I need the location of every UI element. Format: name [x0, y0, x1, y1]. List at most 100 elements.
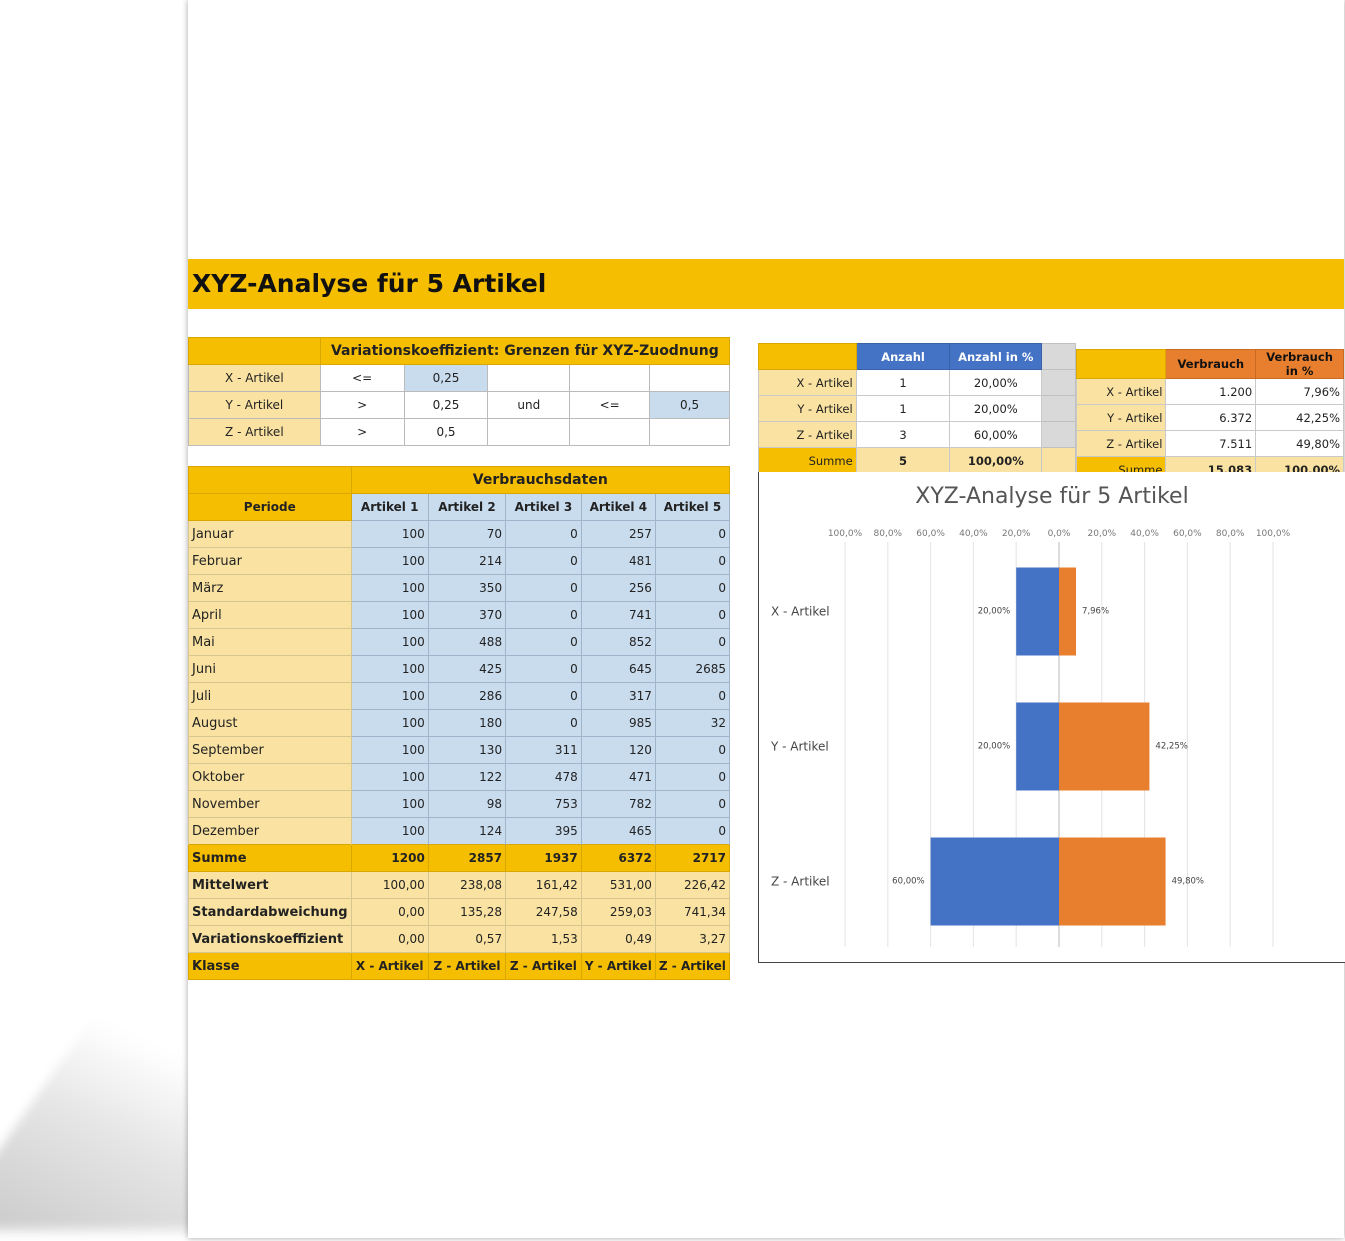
data-cell[interactable]: 0: [505, 601, 582, 629]
count-value[interactable]: 1: [855, 395, 951, 422]
stat-cell[interactable]: 135,28: [427, 898, 507, 926]
stat-cell[interactable]: 531,00: [580, 871, 656, 899]
data-cell[interactable]: 122: [427, 763, 507, 791]
consumption-percent[interactable]: 49,80%: [1255, 430, 1344, 457]
data-cell[interactable]: 311: [505, 736, 582, 764]
variation-limit[interactable]: 0,5: [403, 418, 489, 446]
data-cell[interactable]: 0: [654, 682, 731, 710]
variation-limit-input[interactable]: 0,5: [649, 391, 730, 419]
sum-cell[interactable]: 1937: [505, 844, 582, 872]
data-cell[interactable]: 0: [505, 682, 582, 710]
data-cell[interactable]: 100: [350, 547, 429, 575]
data-cell[interactable]: 0: [654, 763, 731, 791]
data-cell[interactable]: 100: [350, 682, 429, 710]
stat-cell[interactable]: 259,03: [580, 898, 656, 926]
data-cell[interactable]: 256: [580, 574, 656, 602]
count-percent[interactable]: 20,00%: [949, 369, 1043, 396]
stat-cell[interactable]: 3,27: [654, 925, 731, 953]
data-cell[interactable]: 32: [654, 709, 731, 737]
data-cell[interactable]: 214: [427, 547, 507, 575]
data-cell[interactable]: 70: [427, 520, 507, 548]
consumption-value[interactable]: 1.200: [1165, 378, 1257, 405]
data-cell[interactable]: 0: [654, 601, 731, 629]
variation-operator[interactable]: <=: [319, 364, 405, 392]
data-cell[interactable]: 741: [580, 601, 656, 629]
variation-limit[interactable]: [649, 364, 730, 392]
klasse-cell[interactable]: Y - Artikel: [580, 952, 656, 980]
stat-cell[interactable]: 0,00: [350, 925, 429, 953]
count-value[interactable]: 1: [855, 369, 951, 396]
stat-cell[interactable]: 0,49: [580, 925, 656, 953]
data-cell[interactable]: 0: [505, 655, 582, 683]
count-percent[interactable]: 20,00%: [949, 395, 1043, 422]
data-cell[interactable]: 0: [654, 628, 731, 656]
stat-cell[interactable]: 247,58: [505, 898, 582, 926]
xyz-chart[interactable]: XYZ-Analyse für 5 Artikel 100,0% 80,0% 60,…: [758, 472, 1345, 963]
data-cell[interactable]: 100: [350, 763, 429, 791]
data-cell[interactable]: 782: [580, 790, 656, 818]
variation-operator[interactable]: [569, 364, 651, 392]
stat-cell[interactable]: 100,00: [350, 871, 429, 899]
stat-cell[interactable]: 0,57: [427, 925, 507, 953]
count-sum-percent[interactable]: 100,00%: [949, 447, 1043, 474]
data-cell[interactable]: 100: [350, 628, 429, 656]
consumption-percent[interactable]: 7,96%: [1255, 378, 1344, 405]
data-cell[interactable]: 478: [505, 763, 582, 791]
stat-cell[interactable]: 161,42: [505, 871, 582, 899]
data-cell[interactable]: 488: [427, 628, 507, 656]
data-cell[interactable]: 100: [350, 574, 429, 602]
sum-cell[interactable]: 2717: [654, 844, 731, 872]
data-cell[interactable]: 350: [427, 574, 507, 602]
data-cell[interactable]: 257: [580, 520, 656, 548]
consumption-percent[interactable]: 42,25%: [1255, 404, 1344, 431]
sum-cell[interactable]: 2857: [427, 844, 507, 872]
variation-limit[interactable]: [649, 418, 730, 446]
data-cell[interactable]: 395: [505, 817, 582, 845]
data-cell[interactable]: 0: [654, 520, 731, 548]
data-cell[interactable]: 180: [427, 709, 507, 737]
data-cell[interactable]: 0: [654, 790, 731, 818]
sum-cell[interactable]: 6372: [580, 844, 656, 872]
stat-cell[interactable]: 1,53: [505, 925, 582, 953]
data-cell[interactable]: 0: [505, 709, 582, 737]
data-cell[interactable]: 645: [580, 655, 656, 683]
data-cell[interactable]: 753: [505, 790, 582, 818]
data-cell[interactable]: 0: [654, 547, 731, 575]
data-cell[interactable]: 370: [427, 601, 507, 629]
stat-cell[interactable]: 226,42: [654, 871, 731, 899]
data-cell[interactable]: 481: [580, 547, 656, 575]
data-cell[interactable]: 130: [427, 736, 507, 764]
count-sum-value[interactable]: 5: [855, 447, 951, 474]
data-cell[interactable]: 471: [580, 763, 656, 791]
consumption-value[interactable]: 6.372: [1165, 404, 1257, 431]
data-cell[interactable]: 286: [427, 682, 507, 710]
data-cell[interactable]: 100: [350, 817, 429, 845]
stat-cell[interactable]: 0,00: [350, 898, 429, 926]
data-cell[interactable]: 0: [505, 574, 582, 602]
variation-limit[interactable]: 0,25: [403, 391, 489, 419]
data-cell[interactable]: 2685: [654, 655, 731, 683]
data-cell[interactable]: 100: [350, 790, 429, 818]
data-cell[interactable]: 465: [580, 817, 656, 845]
data-cell[interactable]: 120: [580, 736, 656, 764]
consumption-value[interactable]: 7.511: [1165, 430, 1257, 457]
data-cell[interactable]: 0: [505, 628, 582, 656]
data-cell[interactable]: 100: [350, 736, 429, 764]
data-cell[interactable]: 425: [427, 655, 507, 683]
data-cell[interactable]: 317: [580, 682, 656, 710]
count-value[interactable]: 3: [855, 421, 951, 448]
data-cell[interactable]: 100: [350, 655, 429, 683]
klasse-cell[interactable]: Z - Artikel: [654, 952, 731, 980]
data-cell[interactable]: 100: [350, 601, 429, 629]
stat-cell[interactable]: 238,08: [427, 871, 507, 899]
data-cell[interactable]: 852: [580, 628, 656, 656]
variation-operator[interactable]: >: [319, 391, 405, 419]
data-cell[interactable]: 124: [427, 817, 507, 845]
klasse-cell[interactable]: X - Artikel: [350, 952, 429, 980]
data-cell[interactable]: 0: [505, 520, 582, 548]
sum-cell[interactable]: 1200: [350, 844, 429, 872]
data-cell[interactable]: 0: [654, 817, 731, 845]
count-percent[interactable]: 60,00%: [949, 421, 1043, 448]
variation-limit-input[interactable]: 0,25: [403, 364, 489, 392]
variation-operator[interactable]: [569, 418, 651, 446]
